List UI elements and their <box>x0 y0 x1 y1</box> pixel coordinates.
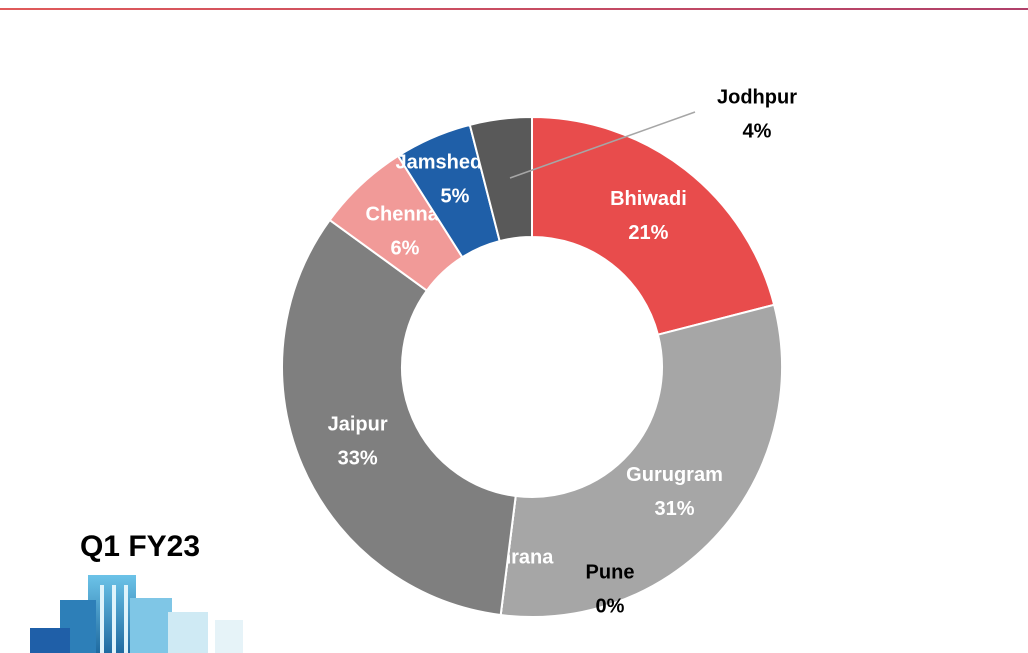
building-icon <box>30 575 243 653</box>
donut-slice <box>468 115 533 243</box>
slice-label: Jaipur <box>328 414 388 436</box>
donut-slice <box>499 303 783 618</box>
slice-label: Chennai <box>366 203 445 225</box>
top-rule <box>0 8 1028 10</box>
donut-slice <box>531 115 776 336</box>
slice-value-label: 4% <box>743 120 772 142</box>
slice-label: Bhiwadi <box>610 188 687 210</box>
slice-value-label: 21% <box>628 222 668 244</box>
slice-label: Gurugram <box>626 464 723 486</box>
slice-value-label: 5% <box>441 185 470 207</box>
slice-value-label: 6% <box>391 237 420 259</box>
donut-chart: Bhiwadi21%Gurugram31%NeemranaPune0%Jaipu… <box>281 86 797 618</box>
chart-title: Q1 FY23 <box>80 530 200 563</box>
slice-value-label: 0% <box>596 595 625 617</box>
slice-value-label: 31% <box>655 498 695 520</box>
leader-line <box>509 111 696 179</box>
slice-label: Pune <box>586 561 635 583</box>
donut-slice <box>281 218 517 617</box>
slice-value-label: 33% <box>338 448 378 470</box>
slice-label: Jodhpur <box>717 86 797 108</box>
